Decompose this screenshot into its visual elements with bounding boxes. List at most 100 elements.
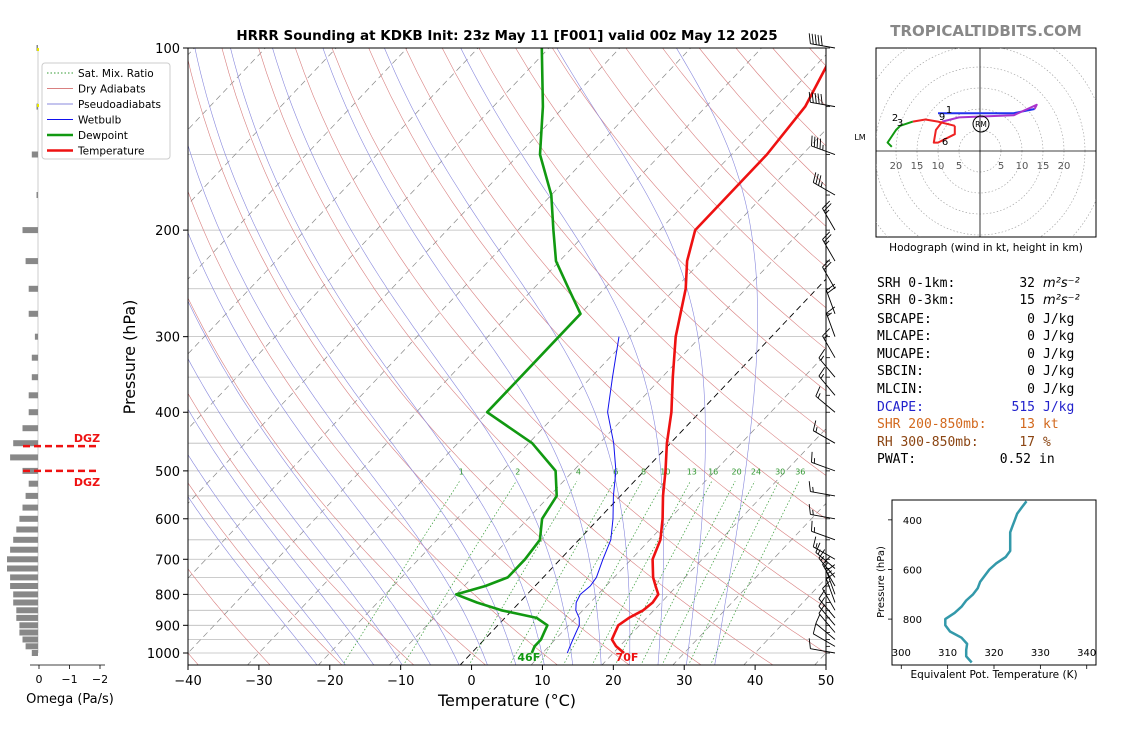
pseudoadiabat-line [676, 48, 758, 665]
x-tick-label: 30 [676, 674, 693, 689]
dry-adiabat-line [441, 48, 826, 476]
y-tick-label: 500 [155, 465, 180, 480]
index-label: DCAPE: [877, 400, 924, 415]
omega-bar [22, 467, 38, 474]
dgz-label: DGZ [74, 476, 100, 489]
dry-adiabat-line [478, 48, 826, 434]
mixing-ratio-line [468, 481, 578, 665]
index-label: SBCIN: [877, 364, 924, 379]
omega-bar [16, 526, 38, 533]
wind-barb [825, 283, 837, 314]
pseudoadiabat-line [188, 144, 488, 665]
omega-bar [28, 310, 38, 317]
index-unit: % [1043, 435, 1051, 450]
x-tick-label: 40 [747, 674, 764, 689]
theta-e-ylabel: Pressure (hPa) [876, 546, 887, 618]
omega-bar [13, 440, 38, 447]
index-label: PWAT: [877, 452, 916, 467]
isotherm-line [672, 502, 826, 665]
mixing-ratio-label: 8 [641, 468, 646, 477]
mixing-ratio-label: 20 [732, 468, 742, 477]
skewt-legend: Sat. Mix. Ratio Dry Adiabats Pseudoadiabat… [41, 62, 171, 160]
theta-e-x-tick-label: 300 [892, 648, 911, 659]
lm-label: LM [854, 133, 865, 142]
hodograph-trace [932, 120, 956, 144]
wind-barb [818, 604, 836, 633]
hodograph-tick-label: 5 [956, 161, 962, 172]
wind-barb [808, 91, 836, 108]
omega-tick-label: −2 [92, 673, 108, 686]
wind-barb [811, 451, 836, 472]
index-unit: J/kg [1043, 347, 1074, 362]
index-value: 0 [1027, 364, 1035, 379]
y-tick-label: 1000 [147, 647, 180, 662]
rm-label: RM [975, 120, 987, 129]
wind-barb [815, 613, 836, 640]
omega-bar [22, 227, 38, 234]
theta-e-y-tick-label: 800 [903, 615, 922, 626]
series-line-temperature [610, 64, 826, 654]
index-unit: kt [1043, 417, 1059, 432]
wind-barb [815, 386, 836, 413]
pseudoadiabat-line [556, 48, 706, 665]
dry-adiabat-line [295, 48, 826, 654]
index-unit: J/kg [1043, 400, 1074, 415]
hodograph-trace [886, 120, 914, 148]
skewt-ylabel: Pressure (hPa) [120, 300, 139, 415]
theta-e-plot [944, 500, 1028, 664]
wind-barbs: LM [808, 33, 866, 654]
hodograph-tick-label: 5 [998, 161, 1004, 172]
mixing-ratio-line [688, 481, 780, 665]
legend-box [41, 62, 171, 160]
watermark: TROPICALTIDBITS.COM [890, 22, 1082, 40]
rm-marker [972, 115, 990, 133]
omega-bar [36, 192, 38, 198]
index-unit: J/kg [1043, 312, 1074, 327]
omega-bar [31, 354, 38, 361]
dry-adiabat-line [552, 48, 826, 350]
hodograph-height-label: 3 [897, 118, 903, 129]
series-line-dewpoint [454, 48, 582, 654]
x-tick-label: 0 [467, 674, 475, 689]
legend-entry: Dewpoint [78, 130, 128, 142]
theta-e-x-tick-label: 340 [1077, 648, 1096, 659]
mixing-ratio-label: 16 [708, 468, 718, 477]
wind-barb [818, 349, 836, 378]
hodograph-height-label: 6 [942, 137, 948, 148]
wind-barb [808, 33, 836, 49]
omega-bar [10, 583, 38, 589]
isotherm-line [317, 129, 826, 665]
dry-adiabat-line [221, 48, 702, 665]
mixing-ratio-line [710, 481, 800, 665]
dry-adiabat-line [515, 48, 826, 392]
index-value: 13 [1019, 417, 1035, 432]
omega-panel: 0 −1 −2 DGZ DGZ [7, 45, 108, 686]
hodograph-trace [912, 118, 956, 127]
hodograph-tick-label: 20 [1058, 161, 1071, 172]
dry-adiabat-line [188, 392, 415, 665]
wind-barb [822, 200, 836, 231]
y-tick-label: 400 [155, 406, 180, 421]
index-label: SRH 0-1km: [877, 276, 955, 291]
hodograph-height-label: 9 [939, 112, 945, 123]
y-tick-label: 300 [155, 331, 180, 346]
legend-entry: Pseudoadiabats [78, 99, 161, 111]
wind-barb [815, 542, 836, 569]
mixing-ratio-line [614, 481, 713, 665]
pseudoadiabat-line [188, 496, 318, 665]
x-tick-label: 10 [534, 674, 551, 689]
omega-bar [37, 48, 39, 51]
wind-barb [812, 172, 836, 196]
indices-table: SRH 0-1km: 32 m²s⁻² SRH 0-3km: 15 m²s⁻² SBCAPE… [877, 276, 1080, 467]
series-line-wetbulb [566, 336, 620, 654]
hodograph-tick-label: 20 [890, 161, 903, 172]
omega-bar [13, 599, 38, 606]
index-unit: J/kg [1043, 329, 1074, 344]
mixing-ratio-line [562, 481, 665, 665]
omega-bar [10, 574, 38, 581]
y-tick-label: 800 [155, 588, 180, 603]
hodograph-height-label: 2 [892, 113, 898, 124]
mixing-ratio-label: 2 [515, 468, 520, 477]
index-value: 0 [1027, 382, 1035, 397]
